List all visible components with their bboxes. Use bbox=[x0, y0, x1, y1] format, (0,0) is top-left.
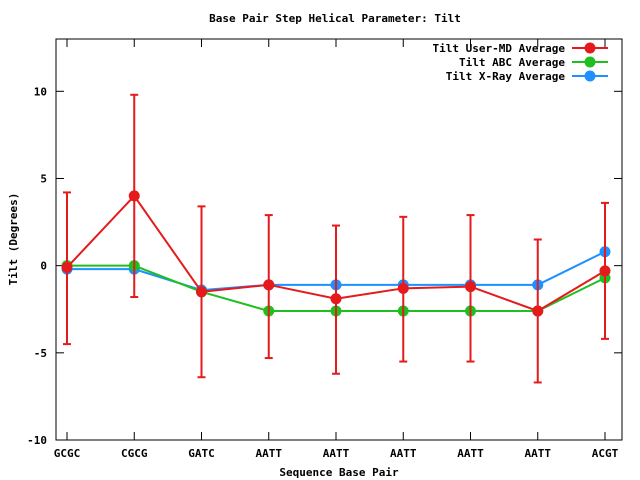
series-0 bbox=[61, 93, 611, 384]
x-tick-label: GCGC bbox=[54, 447, 81, 460]
data-point bbox=[465, 281, 476, 293]
x-tick-label: AATT bbox=[457, 447, 484, 460]
y-tick-label: 0 bbox=[40, 260, 47, 273]
y-tick-label: -5 bbox=[34, 347, 47, 360]
x-tick-label: AATT bbox=[323, 447, 350, 460]
x-tick-label: GATC bbox=[188, 447, 215, 460]
plot-frame bbox=[55, 38, 623, 441]
y-axis: -10 -5 0 5 10 bbox=[27, 85, 622, 447]
legend-swatch-marker bbox=[584, 70, 596, 82]
x-axis-label: Sequence Base Pair bbox=[279, 466, 399, 479]
y-tick-label: -10 bbox=[27, 434, 47, 447]
data-point bbox=[263, 279, 275, 291]
data-point bbox=[196, 286, 207, 298]
x-tick-label: AATT bbox=[256, 447, 283, 460]
x-tick-label: CGCG bbox=[121, 447, 148, 460]
legend-swatch-marker bbox=[584, 42, 596, 54]
data-point bbox=[330, 293, 342, 305]
chart-title: Base Pair Step Helical Parameter: Tilt bbox=[209, 12, 461, 25]
plot-area bbox=[61, 93, 611, 384]
data-point bbox=[532, 305, 544, 317]
legend-label: Tilt X-Ray Average bbox=[446, 70, 566, 83]
legend-swatch-marker bbox=[584, 56, 596, 68]
x-tick-label: AATT bbox=[390, 447, 417, 460]
data-point bbox=[599, 265, 611, 277]
x-tick-label: AATT bbox=[525, 447, 552, 460]
legend-label: Tilt ABC Average bbox=[459, 56, 565, 69]
y-tick-label: 5 bbox=[40, 172, 47, 185]
data-point bbox=[397, 282, 409, 294]
data-point bbox=[128, 190, 140, 202]
x-axis: GCGC CGCG GATC AATT AATT AATT AATT AATT ACGT bbox=[54, 39, 619, 460]
y-tick-label: 10 bbox=[34, 85, 47, 98]
legend-label: Tilt User-MD Average bbox=[433, 42, 566, 55]
data-point bbox=[61, 261, 73, 273]
y-axis-label: Tilt (Degrees) bbox=[7, 193, 20, 286]
x-tick-label: ACGT bbox=[592, 447, 619, 460]
